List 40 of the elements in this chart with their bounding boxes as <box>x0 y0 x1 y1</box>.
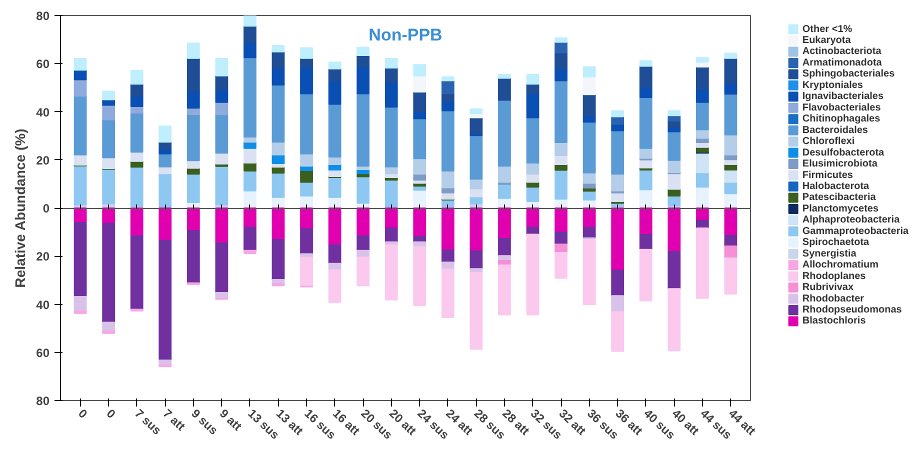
y-axis-title: Relative Abundance (%) <box>12 128 28 288</box>
legend-label: Ignavibacteriales <box>802 91 884 102</box>
legend-label: Sphingobacteriales <box>802 68 896 80</box>
legend-label: Allochromatium <box>802 260 879 271</box>
legend-label: Spirochaetota <box>802 237 870 248</box>
legend-label: Rhodoplanes <box>802 270 866 282</box>
legend-label: Elusimicrobiota <box>802 158 878 170</box>
legend-label: Bacteroidales <box>802 124 868 136</box>
legend-label: Flavobacteriales <box>802 102 882 114</box>
legend-label: Gammaproteobacteria <box>802 226 909 237</box>
y-tick-label: 80 <box>36 9 50 23</box>
legend-label: Patescibacteria <box>802 192 876 204</box>
y-tick-label: 40 <box>36 298 50 312</box>
legend-label: Rhodobacter <box>802 293 864 304</box>
legend-label: Chitinophagales <box>802 114 881 125</box>
y-tick-label: 0 <box>42 202 50 216</box>
y-tick-label: 80 <box>36 394 50 408</box>
legend-label: Eukaryota <box>802 35 852 46</box>
y-tick-label: 40 <box>36 105 50 120</box>
x-tick-label: 0 <box>104 406 118 422</box>
legend-label: Rubrivivax <box>802 282 854 294</box>
y-tick-label: 60 <box>36 346 50 360</box>
annotation: Non-PPB <box>368 25 442 44</box>
legend-label: Armatimonadota <box>802 57 882 68</box>
y-tick-label: 20 <box>36 153 50 168</box>
legend-label: Chloroflexi <box>802 136 855 148</box>
legend-label: Blastochloris <box>802 316 866 327</box>
x-tick-label: 0 <box>76 406 90 422</box>
legend-label: Alphaproteobacteria <box>802 214 900 226</box>
y-tick-label: 20 <box>36 250 50 264</box>
legend-label: Planctomycetes <box>802 203 879 214</box>
legend-label: Rhodopseudomonas <box>802 304 902 316</box>
y-tick-label: 60 <box>36 57 50 72</box>
legend-label: Synergistia <box>802 248 857 260</box>
legend-label: Actinobacteriota <box>802 46 882 58</box>
legend-label: Kryptoniales <box>802 80 864 91</box>
legend-label: Firmicutes <box>802 170 854 181</box>
legend-label: Desulfobacterota <box>802 147 885 158</box>
legend-label: Other <1% <box>802 24 852 35</box>
legend-label: Halobacterota <box>802 180 870 192</box>
